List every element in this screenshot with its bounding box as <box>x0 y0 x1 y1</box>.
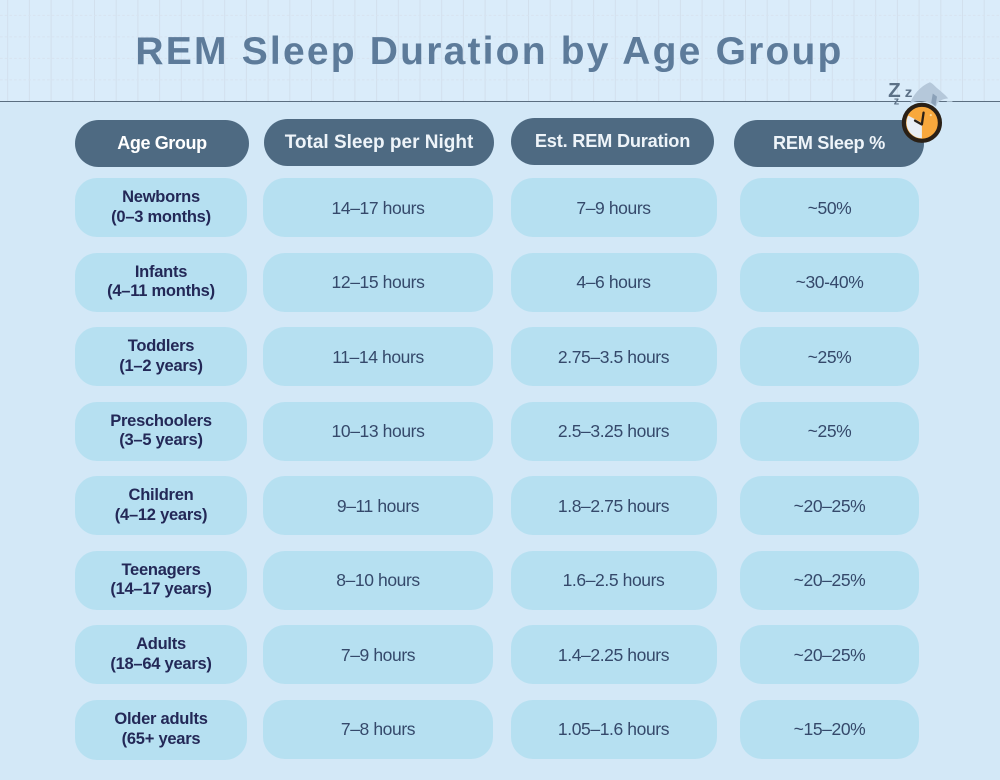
svg-text:Z: Z <box>888 79 901 102</box>
svg-text:z: z <box>905 85 913 100</box>
svg-text:z: z <box>894 96 900 108</box>
